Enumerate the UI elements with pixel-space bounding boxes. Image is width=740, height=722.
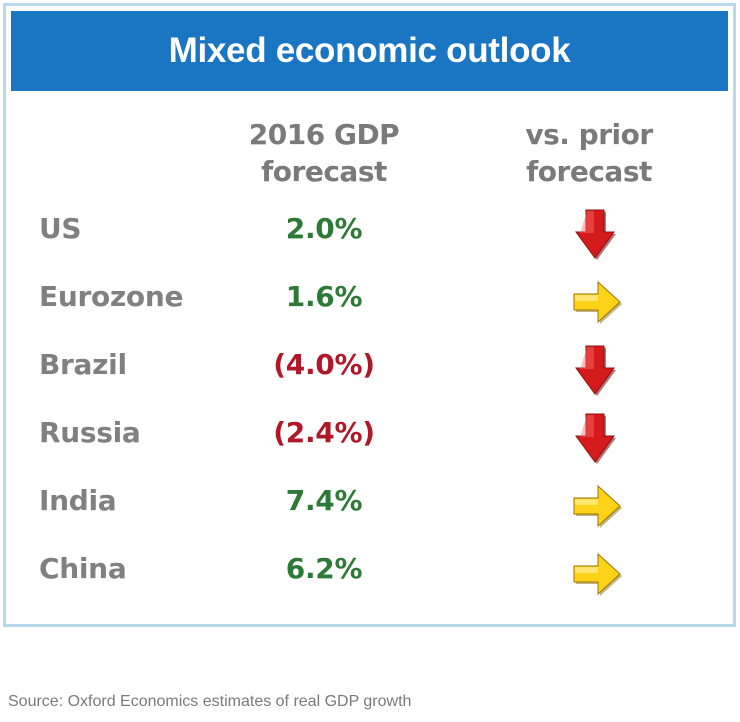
country-label: Russia [39, 416, 141, 449]
chart-title: Mixed economic outlook [168, 31, 571, 70]
column-header-prior: vs. prior forecast [469, 116, 709, 190]
right-arrow-icon [573, 552, 622, 596]
country-label: India [39, 484, 117, 517]
title-bar: Mixed economic outlook [11, 11, 728, 91]
gdp-forecast-value: 7.4% [285, 484, 363, 517]
column-header-gdp: 2016 GDP forecast [204, 116, 444, 190]
column-header-prior-line1: vs. prior [525, 118, 653, 151]
source-note: Source: Oxford Economics estimates of re… [8, 693, 412, 710]
table-row: China 6.2% [6, 544, 739, 604]
table-row: Brazil (4.0%) [6, 340, 739, 400]
column-header-gdp-line2: forecast [261, 155, 387, 188]
gdp-forecast-value: (4.0%) [273, 348, 375, 381]
table-row: US 2.0% [6, 204, 739, 264]
column-header-gdp-line1: 2016 GDP [248, 118, 400, 151]
gdp-forecast-value: (2.4%) [273, 416, 375, 449]
gdp-forecast-value: 2.0% [285, 212, 363, 245]
right-arrow-icon [573, 280, 622, 324]
column-header-prior-line2: forecast [526, 155, 652, 188]
right-arrow-icon [573, 484, 622, 528]
table-row: Russia (2.4%) [6, 408, 739, 468]
down-arrow-icon [575, 345, 616, 396]
country-label: Eurozone [39, 280, 184, 313]
outlook-card: Mixed economic outlook 2016 GDP forecast… [3, 3, 736, 627]
table-row: India 7.4% [6, 476, 739, 536]
gdp-forecast-value: 6.2% [285, 552, 363, 585]
table-row: Eurozone 1.6% [6, 272, 739, 332]
country-label: China [39, 552, 127, 585]
country-label: Brazil [39, 348, 127, 381]
gdp-forecast-value: 1.6% [285, 280, 363, 313]
country-label: US [39, 212, 82, 245]
down-arrow-icon [575, 209, 616, 260]
down-arrow-icon [575, 413, 616, 464]
